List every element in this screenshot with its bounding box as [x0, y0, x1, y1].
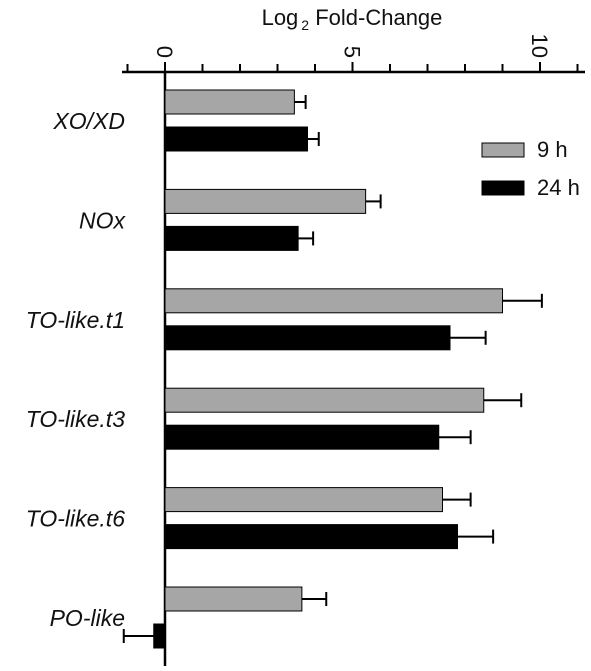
category-label: TO-like.t1 [26, 307, 125, 333]
bar [164, 188, 367, 214]
category-label: TO-like.t3 [26, 406, 125, 432]
x-tick-label: 10 [527, 34, 552, 58]
axis-title-rest: Fold-Change [309, 5, 442, 30]
axis-title-main: Log [262, 5, 299, 30]
legend-swatch [481, 180, 525, 196]
axis-title: Log 2 Fold-Change [262, 5, 443, 33]
bar [153, 623, 166, 649]
bar [164, 225, 299, 251]
bar [164, 487, 443, 513]
bar [164, 89, 295, 115]
legend-swatch [481, 142, 525, 158]
bar [164, 586, 303, 612]
x-tick-label: 0 [152, 46, 177, 58]
bar [164, 424, 440, 450]
category-label: TO-like.t6 [26, 506, 125, 532]
bar [164, 387, 485, 413]
category-label: PO-like [50, 605, 125, 631]
legend-label: 9 h [537, 137, 568, 162]
category-label: NOx [79, 207, 127, 233]
bar [164, 524, 458, 550]
x-axis: 0 5 10 [122, 34, 585, 666]
category-labels: XO/XD NOx TO-like.t1 TO-like.t3 TO-like.t6 PO… [26, 108, 127, 631]
legend: 9 h 24 h [481, 137, 580, 200]
bar [164, 126, 308, 152]
axis-title-sub: 2 [301, 17, 309, 33]
bars [122, 89, 543, 649]
legend-label: 24 h [537, 175, 580, 200]
category-label: XO/XD [52, 108, 125, 134]
x-tick-label: 5 [340, 46, 365, 58]
bar [164, 288, 503, 314]
bar [164, 325, 451, 351]
